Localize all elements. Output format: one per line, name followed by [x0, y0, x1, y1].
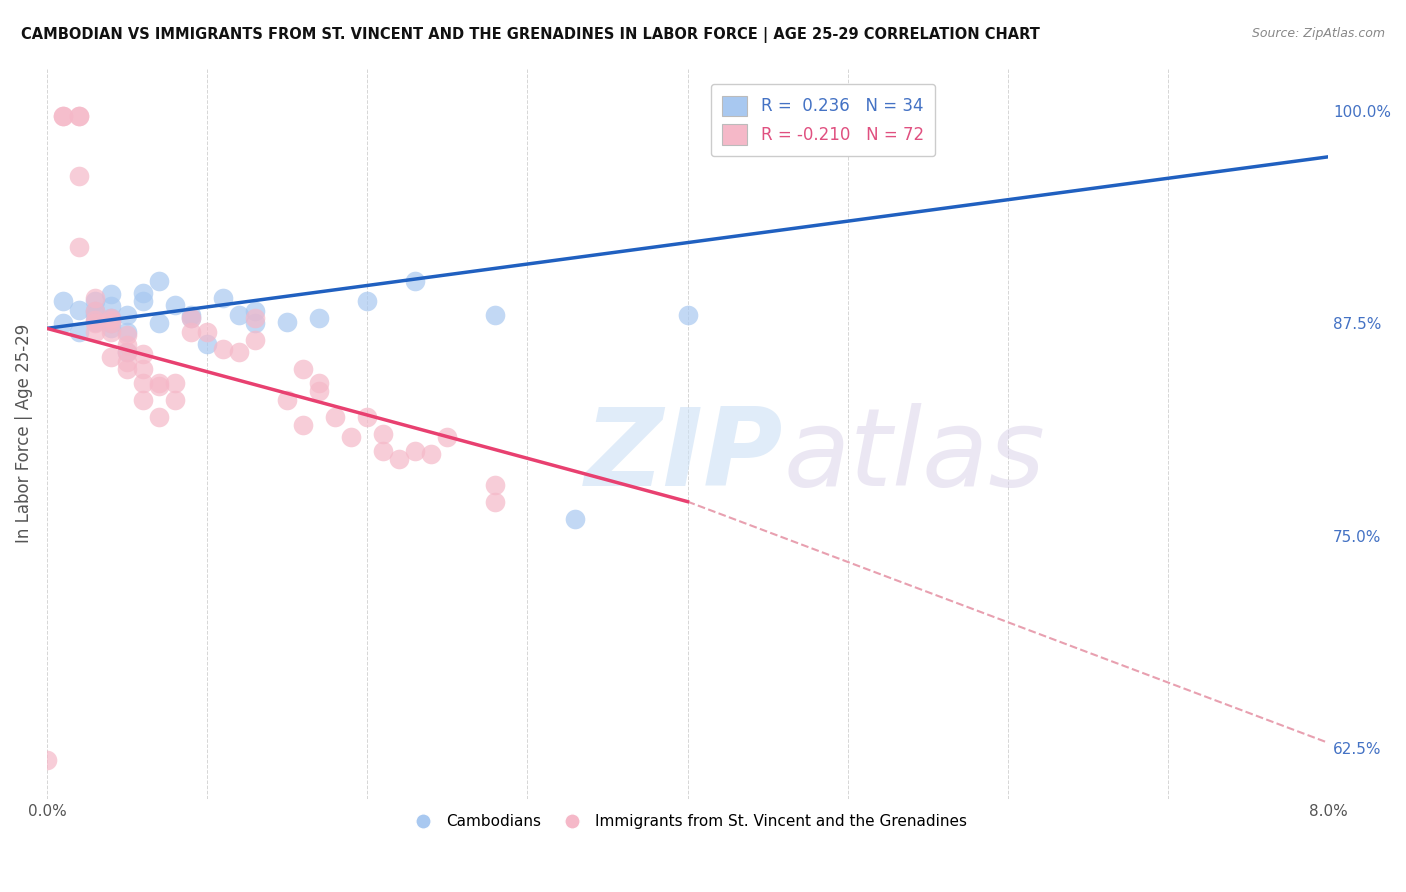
Point — [100, 311, 122, 326]
Point — [100, 325, 122, 339]
Point — [115, 338, 138, 352]
Point — [356, 294, 378, 309]
Point — [420, 447, 443, 461]
Point — [100, 316, 122, 330]
Point — [84, 304, 107, 318]
Point — [132, 294, 155, 309]
Point — [404, 274, 426, 288]
Point — [84, 304, 107, 318]
Point — [148, 376, 170, 390]
Point — [148, 379, 170, 393]
Point — [323, 409, 346, 424]
Point — [243, 316, 266, 330]
Point — [132, 376, 155, 390]
Point — [84, 291, 107, 305]
Point — [676, 308, 699, 322]
Point — [52, 109, 75, 123]
Point — [100, 311, 122, 326]
Legend: Cambodians, Immigrants from St. Vincent and the Grenadines: Cambodians, Immigrants from St. Vincent … — [402, 808, 973, 835]
Point — [115, 345, 138, 359]
Point — [132, 347, 155, 361]
Y-axis label: In Labor Force | Age 25-29: In Labor Force | Age 25-29 — [15, 324, 32, 543]
Point — [84, 308, 107, 322]
Point — [163, 392, 186, 407]
Point — [84, 313, 107, 327]
Point — [132, 392, 155, 407]
Point — [100, 321, 122, 335]
Point — [67, 325, 90, 339]
Text: Source: ZipAtlas.com: Source: ZipAtlas.com — [1251, 27, 1385, 40]
Point — [67, 240, 90, 254]
Point — [276, 315, 298, 329]
Point — [132, 285, 155, 300]
Point — [100, 316, 122, 330]
Point — [308, 384, 330, 399]
Point — [84, 294, 107, 309]
Point — [52, 294, 75, 309]
Point — [212, 342, 235, 356]
Point — [180, 311, 202, 326]
Point — [35, 753, 58, 767]
Point — [340, 430, 363, 444]
Point — [308, 376, 330, 390]
Point — [436, 430, 458, 444]
Point — [292, 362, 315, 376]
Point — [772, 109, 794, 123]
Point — [115, 328, 138, 343]
Point — [243, 304, 266, 318]
Point — [100, 299, 122, 313]
Point — [373, 443, 395, 458]
Point — [115, 355, 138, 369]
Point — [52, 109, 75, 123]
Text: ZIP: ZIP — [585, 402, 783, 508]
Point — [195, 325, 218, 339]
Point — [276, 392, 298, 407]
Point — [212, 291, 235, 305]
Point — [243, 311, 266, 326]
Point — [163, 376, 186, 390]
Point — [356, 409, 378, 424]
Point — [115, 325, 138, 339]
Point — [484, 477, 506, 491]
Point — [180, 308, 202, 322]
Point — [837, 109, 859, 123]
Point — [228, 308, 250, 322]
Point — [292, 418, 315, 433]
Point — [100, 313, 122, 327]
Point — [148, 316, 170, 330]
Point — [148, 274, 170, 288]
Point — [84, 315, 107, 329]
Point — [132, 362, 155, 376]
Point — [373, 426, 395, 441]
Point — [84, 325, 107, 339]
Text: atlas: atlas — [783, 403, 1046, 508]
Point — [163, 297, 186, 311]
Point — [564, 511, 586, 525]
Point — [115, 362, 138, 376]
Point — [484, 494, 506, 508]
Point — [67, 302, 90, 317]
Point — [228, 345, 250, 359]
Point — [100, 287, 122, 301]
Point — [100, 351, 122, 365]
Point — [115, 308, 138, 322]
Point — [243, 333, 266, 347]
Point — [388, 452, 411, 467]
Point — [67, 169, 90, 183]
Point — [67, 109, 90, 123]
Point — [180, 311, 202, 326]
Point — [404, 443, 426, 458]
Point — [84, 316, 107, 330]
Point — [52, 316, 75, 330]
Point — [115, 345, 138, 359]
Text: CAMBODIAN VS IMMIGRANTS FROM ST. VINCENT AND THE GRENADINES IN LABOR FORCE | AGE: CAMBODIAN VS IMMIGRANTS FROM ST. VINCENT… — [21, 27, 1040, 43]
Point — [67, 109, 90, 123]
Point — [308, 311, 330, 326]
Point — [148, 409, 170, 424]
Point — [484, 308, 506, 322]
Point — [195, 336, 218, 351]
Point — [180, 325, 202, 339]
